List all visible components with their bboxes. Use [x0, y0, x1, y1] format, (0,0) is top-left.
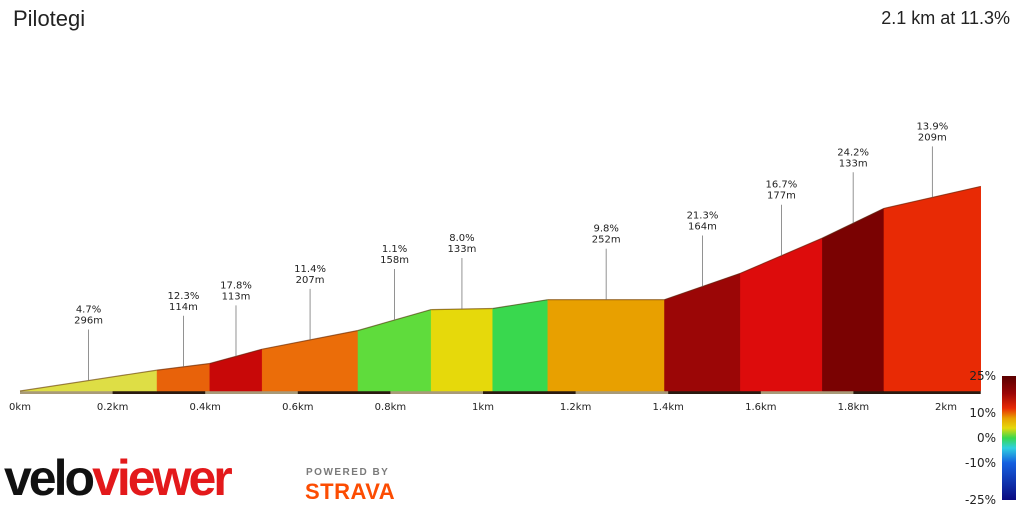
powered-by-label: POWERED BY — [306, 467, 390, 478]
callout-gradient: 1.1% — [382, 244, 407, 255]
x-tick-label: 2km — [935, 402, 957, 413]
callout-gradient: 13.9% — [916, 121, 948, 132]
callout-length: 114m — [169, 302, 198, 313]
profile-segment — [492, 299, 549, 392]
callout-length: 133m — [839, 158, 868, 169]
legend-colorbar — [1002, 376, 1016, 500]
callout-length: 177m — [767, 191, 796, 202]
callout-length: 164m — [688, 222, 717, 233]
profile-segment — [883, 186, 981, 392]
x-tick-label: 0.4km — [189, 402, 220, 413]
legend-tick-label: -10% — [965, 456, 996, 470]
x-tick-label: 0km — [9, 402, 31, 413]
callout-gradient: 4.7% — [76, 305, 101, 316]
x-tick-label: 0.6km — [282, 402, 313, 413]
gradient-segments — [19, 185, 981, 392]
x-tick-label: 1km — [472, 402, 494, 413]
baseline-band — [760, 391, 854, 394]
profile-segment — [156, 363, 211, 392]
callout-length: 209m — [918, 132, 947, 143]
callout-gradient: 11.4% — [294, 264, 326, 275]
baseline-bar — [20, 391, 981, 394]
page-title: Pilotegi — [13, 6, 86, 31]
baseline-band — [20, 391, 113, 394]
callout-gradient: 24.2% — [837, 147, 869, 158]
callout-length: 252m — [592, 235, 621, 246]
logo-velo: velo — [4, 450, 95, 506]
callout-length: 158m — [380, 255, 409, 266]
callout-gradient: 17.8% — [220, 280, 252, 291]
legend-tick-label: -25% — [965, 493, 996, 507]
x-tick-label: 0.2km — [97, 402, 128, 413]
gradient-legend: 25% 10% 0% -10% -25% — [965, 369, 1016, 507]
legend-tick-label: 0% — [977, 431, 996, 445]
profile-edge — [492, 299, 548, 310]
x-tick-label: 1.6km — [745, 402, 776, 413]
callout-gradient: 9.8% — [593, 224, 618, 235]
callout-gradient: 16.7% — [766, 180, 798, 191]
segment-callouts: 4.7%296m12.3%114m17.8%113m11.4%207m1.1%1… — [74, 121, 948, 381]
baseline-strip — [20, 391, 981, 394]
profile-segment — [357, 309, 432, 392]
callout-gradient: 12.3% — [168, 291, 200, 302]
x-tick-label: 1.2km — [560, 402, 591, 413]
veloviewer-wordmark: veloviewer — [4, 448, 233, 508]
profile-segment — [547, 299, 665, 392]
callout-length: 207m — [296, 275, 325, 286]
x-tick-label: 1.4km — [652, 402, 683, 413]
baseline-band — [390, 391, 483, 394]
climb-summary: 2.1 km at 11.3% — [881, 8, 1010, 28]
x-tick-label: 0.8km — [375, 402, 406, 413]
legend-tick-label: 10% — [969, 406, 996, 420]
strava-logo: STRAVA — [305, 479, 396, 504]
profile-segment — [740, 237, 823, 392]
x-tick-label: 1.8km — [838, 402, 869, 413]
callout-length: 113m — [222, 291, 251, 302]
callout-length: 296m — [74, 316, 103, 327]
legend-tick-label: 25% — [969, 369, 996, 383]
callout-length: 133m — [448, 244, 477, 255]
x-axis: 0km 0.2km 0.4km 0.6km 0.8km 1km 1.2km 1.4km 1.6k… — [9, 402, 957, 413]
logo-viewer: viewer — [92, 450, 233, 506]
baseline-band — [205, 391, 298, 394]
profile-segment — [664, 272, 741, 392]
profile-segment — [822, 208, 885, 392]
profile-segment — [430, 308, 493, 392]
veloviewer-logo[interactable]: veloviewer POWERED BY STRAVA — [4, 448, 404, 508]
callout-gradient: 8.0% — [449, 233, 474, 244]
baseline-band — [575, 391, 669, 394]
callout-gradient: 21.3% — [687, 211, 719, 222]
